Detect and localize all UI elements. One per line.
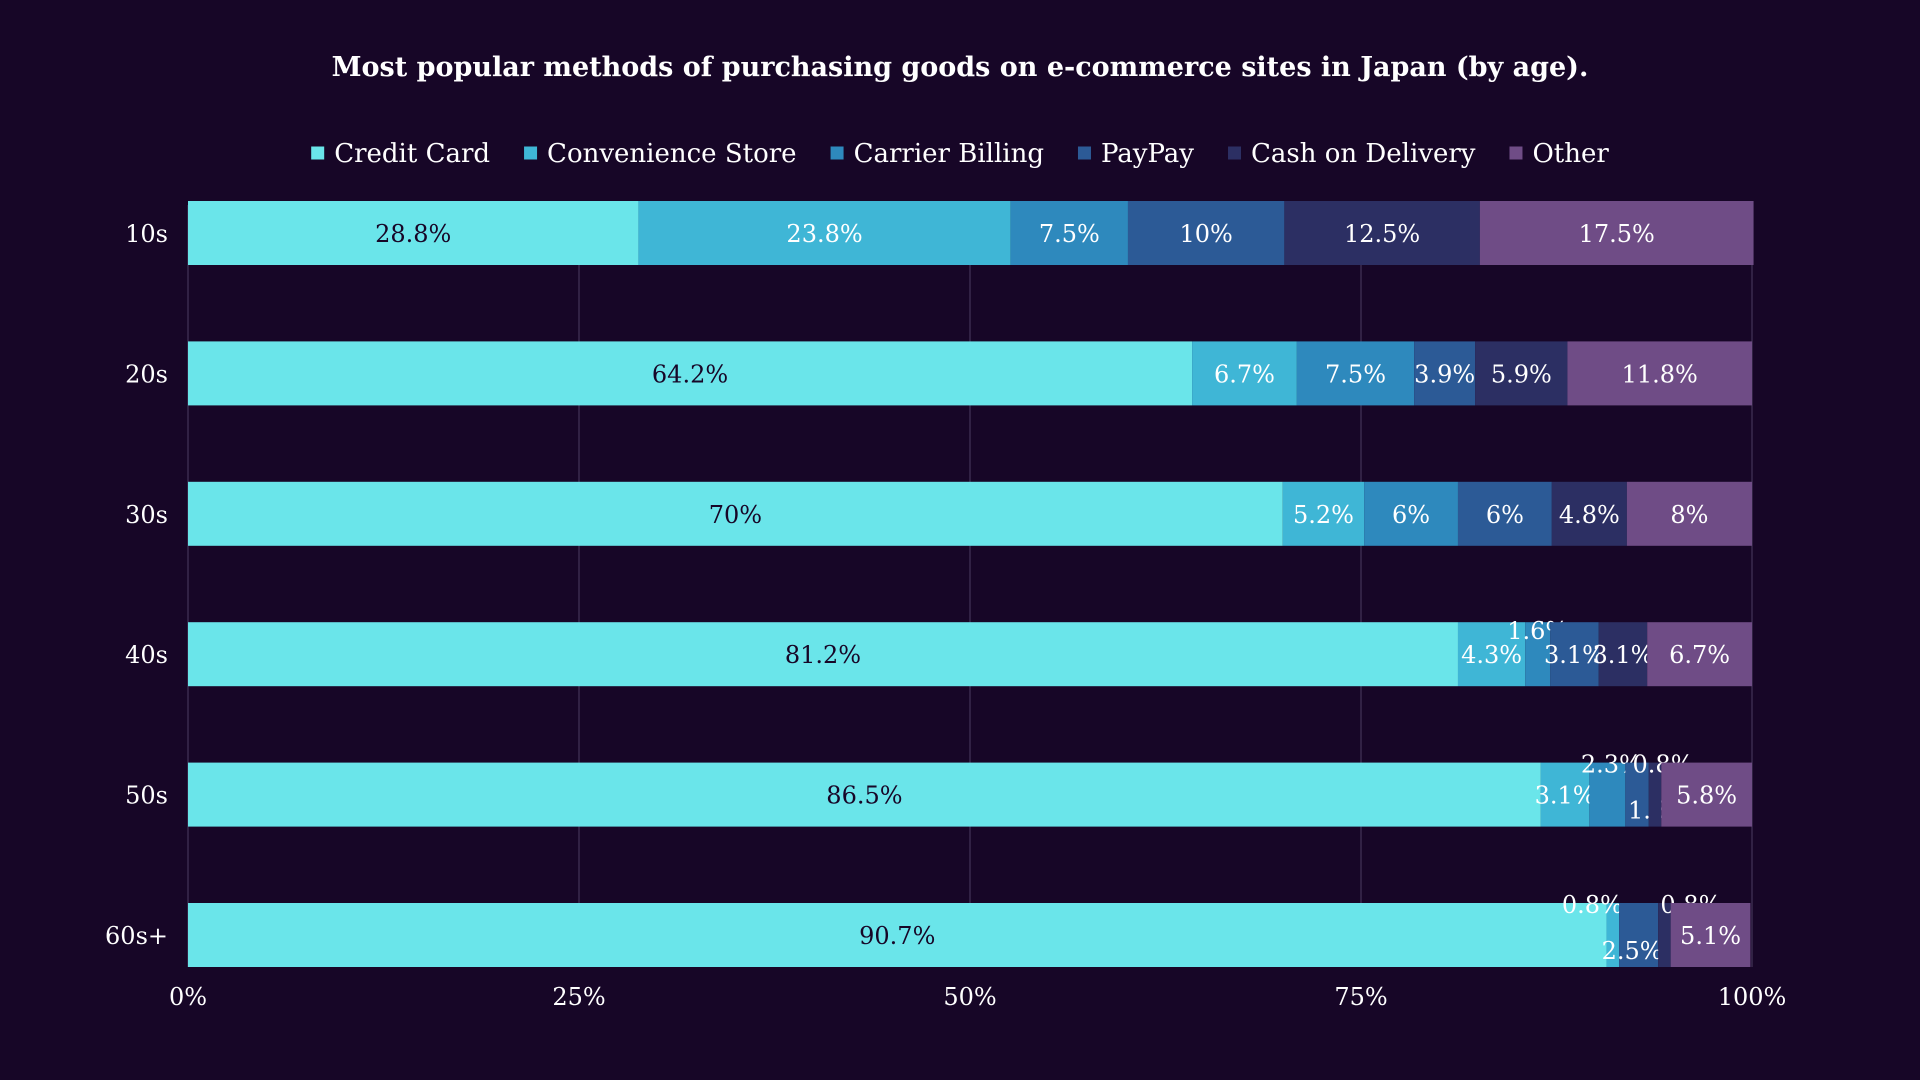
x-axis-ticks: 0% 25% 50% 75% 100% (169, 983, 1786, 1011)
legend-swatch-cash-on-delivery (1228, 146, 1242, 160)
bar-60s-paypay (1619, 903, 1659, 967)
bar-10s-cash-on-delivery (1284, 201, 1480, 265)
bar-10s-other (1479, 201, 1754, 265)
bar-60s-other (1670, 903, 1751, 967)
bar-20s-carrier-billing (1296, 341, 1415, 406)
data-label-40s-cash-on-delivery: 3.1% (1592, 641, 1653, 669)
legend-swatch-convenience-store (524, 146, 538, 160)
data-label-10s-other: 17.5% (1579, 220, 1655, 248)
data-label-60s-credit-card: 90.7% (859, 922, 935, 950)
bar-30s-cash-on-delivery (1551, 481, 1627, 546)
data-label-10s-convenience-store: 23.8% (786, 220, 862, 248)
legend-label-paypay: PayPay (1101, 139, 1194, 169)
data-label-50s-convenience-store: 3.1% (1535, 782, 1596, 810)
bar-50s-carrier-billing (1589, 762, 1626, 827)
x-tick-label: 25% (552, 983, 605, 1011)
x-tick-label: 0% (169, 983, 207, 1011)
bar-10s-carrier-billing (1010, 201, 1128, 265)
data-label-10s-credit-card: 28.8% (375, 220, 451, 248)
grid (187, 205, 1753, 967)
legend-swatch-carrier-billing (830, 146, 844, 160)
data-label-40s-other: 6.7% (1669, 641, 1730, 669)
bar-40s-other (1647, 622, 1752, 687)
data-label-40s-credit-card: 81.2% (785, 641, 861, 669)
data-label-10s-cash-on-delivery: 12.5% (1344, 220, 1420, 248)
category-label-40s: 40s (125, 641, 168, 669)
bar-30s-other (1626, 481, 1752, 546)
bar-40s-convenience-store (1457, 622, 1526, 687)
bar-30s-paypay (1457, 481, 1552, 546)
data-label-20s-credit-card: 64.2% (652, 360, 728, 388)
data-label-20s-paypay: 3.9% (1414, 360, 1475, 388)
bar-10s-credit-card (188, 201, 639, 265)
legend-label-carrier-billing: Carrier Billing (854, 139, 1044, 169)
bar-50s-convenience-store (1540, 762, 1590, 827)
x-tick-label: 50% (943, 983, 996, 1011)
category-label-10s: 10s (125, 220, 168, 248)
data-label-20s-cash-on-delivery: 5.9% (1491, 360, 1552, 388)
category-label-60s: 60s+ (105, 922, 168, 950)
data-label-10s-carrier-billing: 7.5% (1039, 220, 1100, 248)
bar-40s-cash-on-delivery (1598, 622, 1648, 687)
legend: Credit Card Convenience Store Carrier Bill… (311, 139, 1609, 169)
legend-swatch-paypay (1077, 146, 1091, 160)
bar-20s-paypay (1414, 341, 1476, 406)
bar-20s-convenience-store (1192, 341, 1297, 406)
bar-20s-other (1567, 341, 1752, 406)
bar-10s-paypay (1127, 201, 1285, 265)
legend-label-other: Other (1532, 139, 1609, 169)
bar-20s-cash-on-delivery (1475, 341, 1568, 406)
legend-label-convenience-store: Convenience Store (547, 139, 797, 169)
data-label-50s-credit-card: 86.5% (826, 782, 902, 810)
category-label-20s: 20s (125, 360, 168, 388)
data-label-40s-convenience-store: 4.3% (1461, 641, 1522, 669)
bar-60s-convenience-store (1606, 903, 1620, 967)
bar-50s-credit-card (188, 762, 1541, 827)
category-label-50s: 50s (125, 782, 168, 810)
bar-30s-carrier-billing (1364, 481, 1458, 546)
legend-swatch-other (1509, 146, 1523, 160)
data-label-60s-other: 5.1% (1680, 922, 1741, 950)
bar-60s-credit-card (188, 903, 1607, 967)
data-label-50s-other: 5.8% (1676, 782, 1737, 810)
data-label-20s-carrier-billing: 7.5% (1325, 360, 1386, 388)
category-labels: 10s 20s 30s 40s 50s 60s+ (105, 220, 168, 950)
legend-swatch-credit-card (311, 146, 325, 160)
bars: 28.8% 23.8% 7.5% 10% 12.5% 17.5% 64.2% 6.7% 7.5%… (188, 201, 1754, 967)
data-label-30s-cash-on-delivery: 4.8% (1559, 501, 1620, 529)
data-label-30s-credit-card: 70% (709, 501, 762, 529)
data-label-20s-convenience-store: 6.7% (1214, 360, 1275, 388)
legend-label-cash-on-delivery: Cash on Delivery (1251, 139, 1476, 169)
data-label-10s-paypay: 10% (1179, 220, 1232, 248)
bar-40s-credit-card (188, 622, 1458, 687)
chart-title: Most popular methods of purchasing goods… (332, 52, 1589, 83)
bar-20s-credit-card (188, 341, 1193, 406)
bar-50s-cash-on-delivery (1648, 762, 1662, 827)
x-tick-label: 75% (1334, 983, 1387, 1011)
legend-label-credit-card: Credit Card (334, 139, 490, 169)
bar-50s-paypay (1625, 762, 1649, 827)
bar-30s-convenience-store (1282, 481, 1365, 546)
bar-60s-cash-on-delivery (1658, 903, 1671, 967)
category-label-30s: 30s (125, 501, 168, 529)
data-label-60s-convenience-store: 0.8% (1562, 891, 1623, 919)
data-label-30s-paypay: 6% (1486, 501, 1524, 529)
bar-50s-other (1661, 762, 1752, 827)
bar-30s-credit-card (188, 481, 1283, 546)
data-label-30s-convenience-store: 5.2% (1293, 501, 1354, 529)
data-label-30s-carrier-billing: 6% (1392, 501, 1430, 529)
data-label-60s-paypay: 2.5% (1602, 937, 1663, 965)
data-label-20s-other: 11.8% (1622, 360, 1698, 388)
data-label-30s-other: 8% (1670, 501, 1708, 529)
bar-10s-convenience-store (638, 201, 1011, 265)
x-tick-label: 100% (1718, 983, 1787, 1011)
data-label-40s-paypay: 3.1% (1544, 641, 1605, 669)
bar-40s-paypay (1550, 622, 1599, 687)
bar-40s-carrier-billing (1525, 622, 1551, 687)
